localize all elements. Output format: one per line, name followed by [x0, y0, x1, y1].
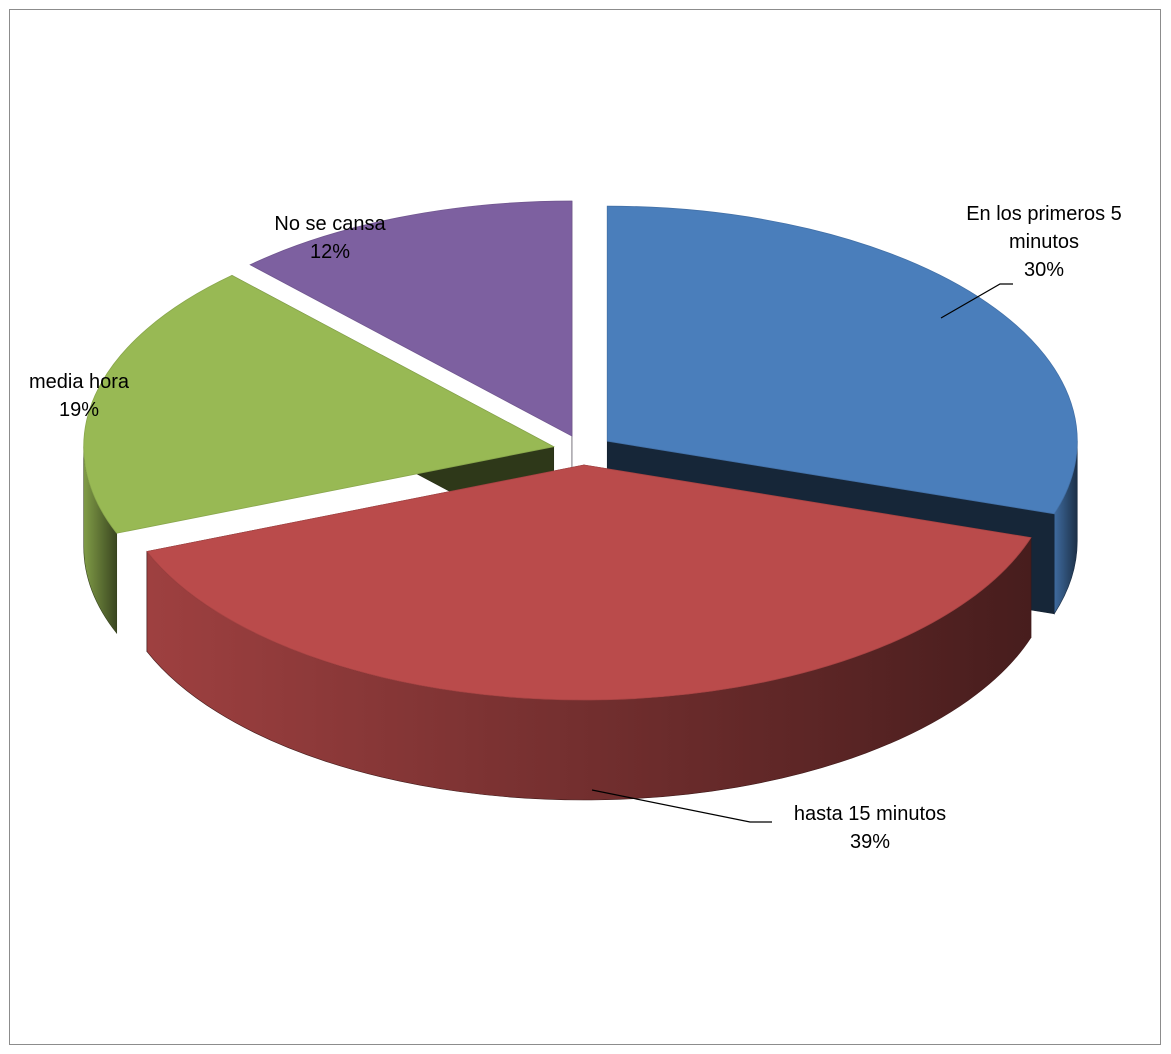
slice-label-media-hora: media hora 19%	[4, 368, 154, 424]
label-percent: 19%	[58, 399, 100, 421]
label-text-line-1: hasta 15 minutos	[793, 803, 947, 825]
slice-label-en-los-primeros-5-minutos: En los primeros 5 minutos 30%	[928, 200, 1160, 284]
label-text-line-1: No se cansa	[274, 213, 386, 235]
pie-slice-no-se-cansa	[249, 200, 573, 437]
label-text-line-1: En los primeros 5	[966, 203, 1122, 225]
label-percent: 12%	[309, 241, 351, 263]
label-percent: 39%	[849, 831, 891, 853]
pie-slice-media-hora	[83, 274, 555, 534]
pie-slice-en-los-primeros-5-minutos	[606, 205, 1078, 515]
pie-slice-hasta-15-minutos	[146, 464, 1032, 701]
leader-lines	[591, 283, 1013, 823]
label-text-line-2: minutos	[1008, 231, 1080, 253]
slice-label-no-se-cansa: No se cansa 12%	[240, 210, 420, 266]
leader-line-en-los-primeros-5-minutos	[940, 283, 1013, 319]
label-percent: 30%	[1023, 259, 1065, 281]
pie-slices	[83, 200, 1078, 801]
leader-line-hasta-15-minutos	[591, 789, 772, 823]
label-text-line-1: media hora	[28, 371, 130, 393]
slice-label-hasta-15-minutos: hasta 15 minutos 39%	[750, 800, 990, 856]
